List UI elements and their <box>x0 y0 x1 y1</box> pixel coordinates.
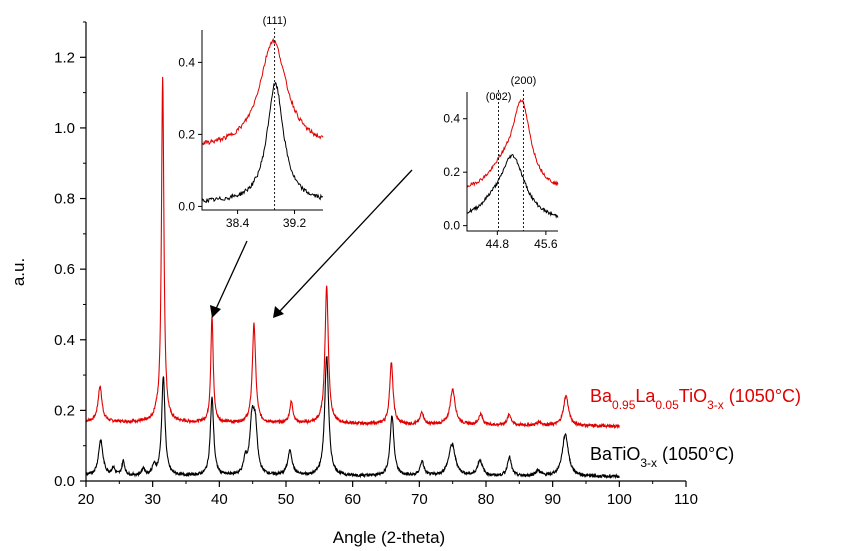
inset-111-plot: (111) 38.4 39.2 0.0 0.2 0.4 <box>178 15 324 230</box>
y-tick-label: 0.0 <box>54 473 75 490</box>
main-x-ticks: 20 30 40 50 60 70 80 90 100 110 <box>78 481 698 508</box>
inset-x-tick-label: 44.8 <box>486 237 510 251</box>
x-tick-label: 100 <box>607 491 632 508</box>
inset-x-tick-label: 45.6 <box>534 237 558 251</box>
main-series-group <box>85 76 620 480</box>
legend-label-ba-la-tio: Ba0.95La0.05TiO3-x (1050°C) <box>590 386 801 412</box>
x-tick-label: 40 <box>211 491 228 508</box>
inset-hkl-label: (200) <box>511 75 537 87</box>
inset-y-tick-label: 0.2 <box>178 127 195 141</box>
y-tick-label: 1.2 <box>54 49 75 66</box>
y-tick-label: 1.0 <box>54 120 75 137</box>
x-tick-label: 110 <box>674 491 698 508</box>
inset-series-line-1 <box>201 81 324 204</box>
annotation-arrows <box>210 169 413 318</box>
inset-series-line-0 <box>201 37 324 146</box>
main-y-ticks: 0.0 0.2 0.4 0.6 0.8 1.0 1.2 <box>54 21 86 490</box>
x-axis-title: Angle (2-theta) <box>333 528 445 547</box>
main-axes-frame <box>85 22 686 482</box>
inset-200-plot: (002) (200) 44.8 45.6 0.0 0.2 0.4 <box>443 75 559 251</box>
y-tick-label: 0.6 <box>54 261 75 278</box>
arrowhead-38-9 <box>210 305 221 318</box>
inset-y-tick-label: 0.0 <box>178 199 195 213</box>
y-tick-label: 0.2 <box>54 402 75 419</box>
x-tick-label: 60 <box>344 491 361 508</box>
inset-x-tick-label: 38.4 <box>226 216 250 230</box>
inset-y-tick-label: 0.4 <box>178 55 195 69</box>
y-axis-title: a.u. <box>9 258 28 286</box>
main-plot-area: 20 30 40 50 60 70 80 90 100 110 0.0 0.2 0.4 0.6 0.8 1.… <box>9 21 698 547</box>
x-tick-label: 70 <box>411 491 428 508</box>
legend-label-batio: BaTiO3-x (1050°C) <box>590 444 734 470</box>
arrowhead-45 <box>273 306 284 318</box>
y-tick-label: 0.8 <box>54 191 75 208</box>
inset-y-tick-label: 0.0 <box>443 219 460 233</box>
inset-series-line-0 <box>466 98 559 188</box>
arrow-to-38-9-peak <box>214 240 248 312</box>
x-tick-label: 30 <box>144 491 161 508</box>
x-tick-label: 90 <box>544 491 561 508</box>
legend-text: Ba0.95La0.05TiO3-x (1050°C) <box>590 386 801 412</box>
x-tick-label: 20 <box>78 491 95 508</box>
x-tick-label: 50 <box>278 491 295 508</box>
inset-x-tick-label: 39.2 <box>283 216 307 230</box>
inset-y-tick-label: 0.4 <box>443 112 460 126</box>
series-line-0 <box>85 76 620 430</box>
inset-axes-frame <box>466 92 558 232</box>
arrow-to-45-peak <box>279 169 413 312</box>
series-line-1 <box>85 356 620 480</box>
inset-hkl-label: (111) <box>263 15 287 27</box>
legend-text: BaTiO3-x (1050°C) <box>590 444 734 470</box>
y-tick-label: 0.4 <box>54 332 75 349</box>
inset-y-tick-label: 0.2 <box>443 165 460 179</box>
inset-series-line-1 <box>466 153 559 219</box>
inset-hkl-label: (002) <box>486 91 512 103</box>
x-tick-label: 80 <box>478 491 495 508</box>
inset-axes-frame <box>201 30 323 211</box>
